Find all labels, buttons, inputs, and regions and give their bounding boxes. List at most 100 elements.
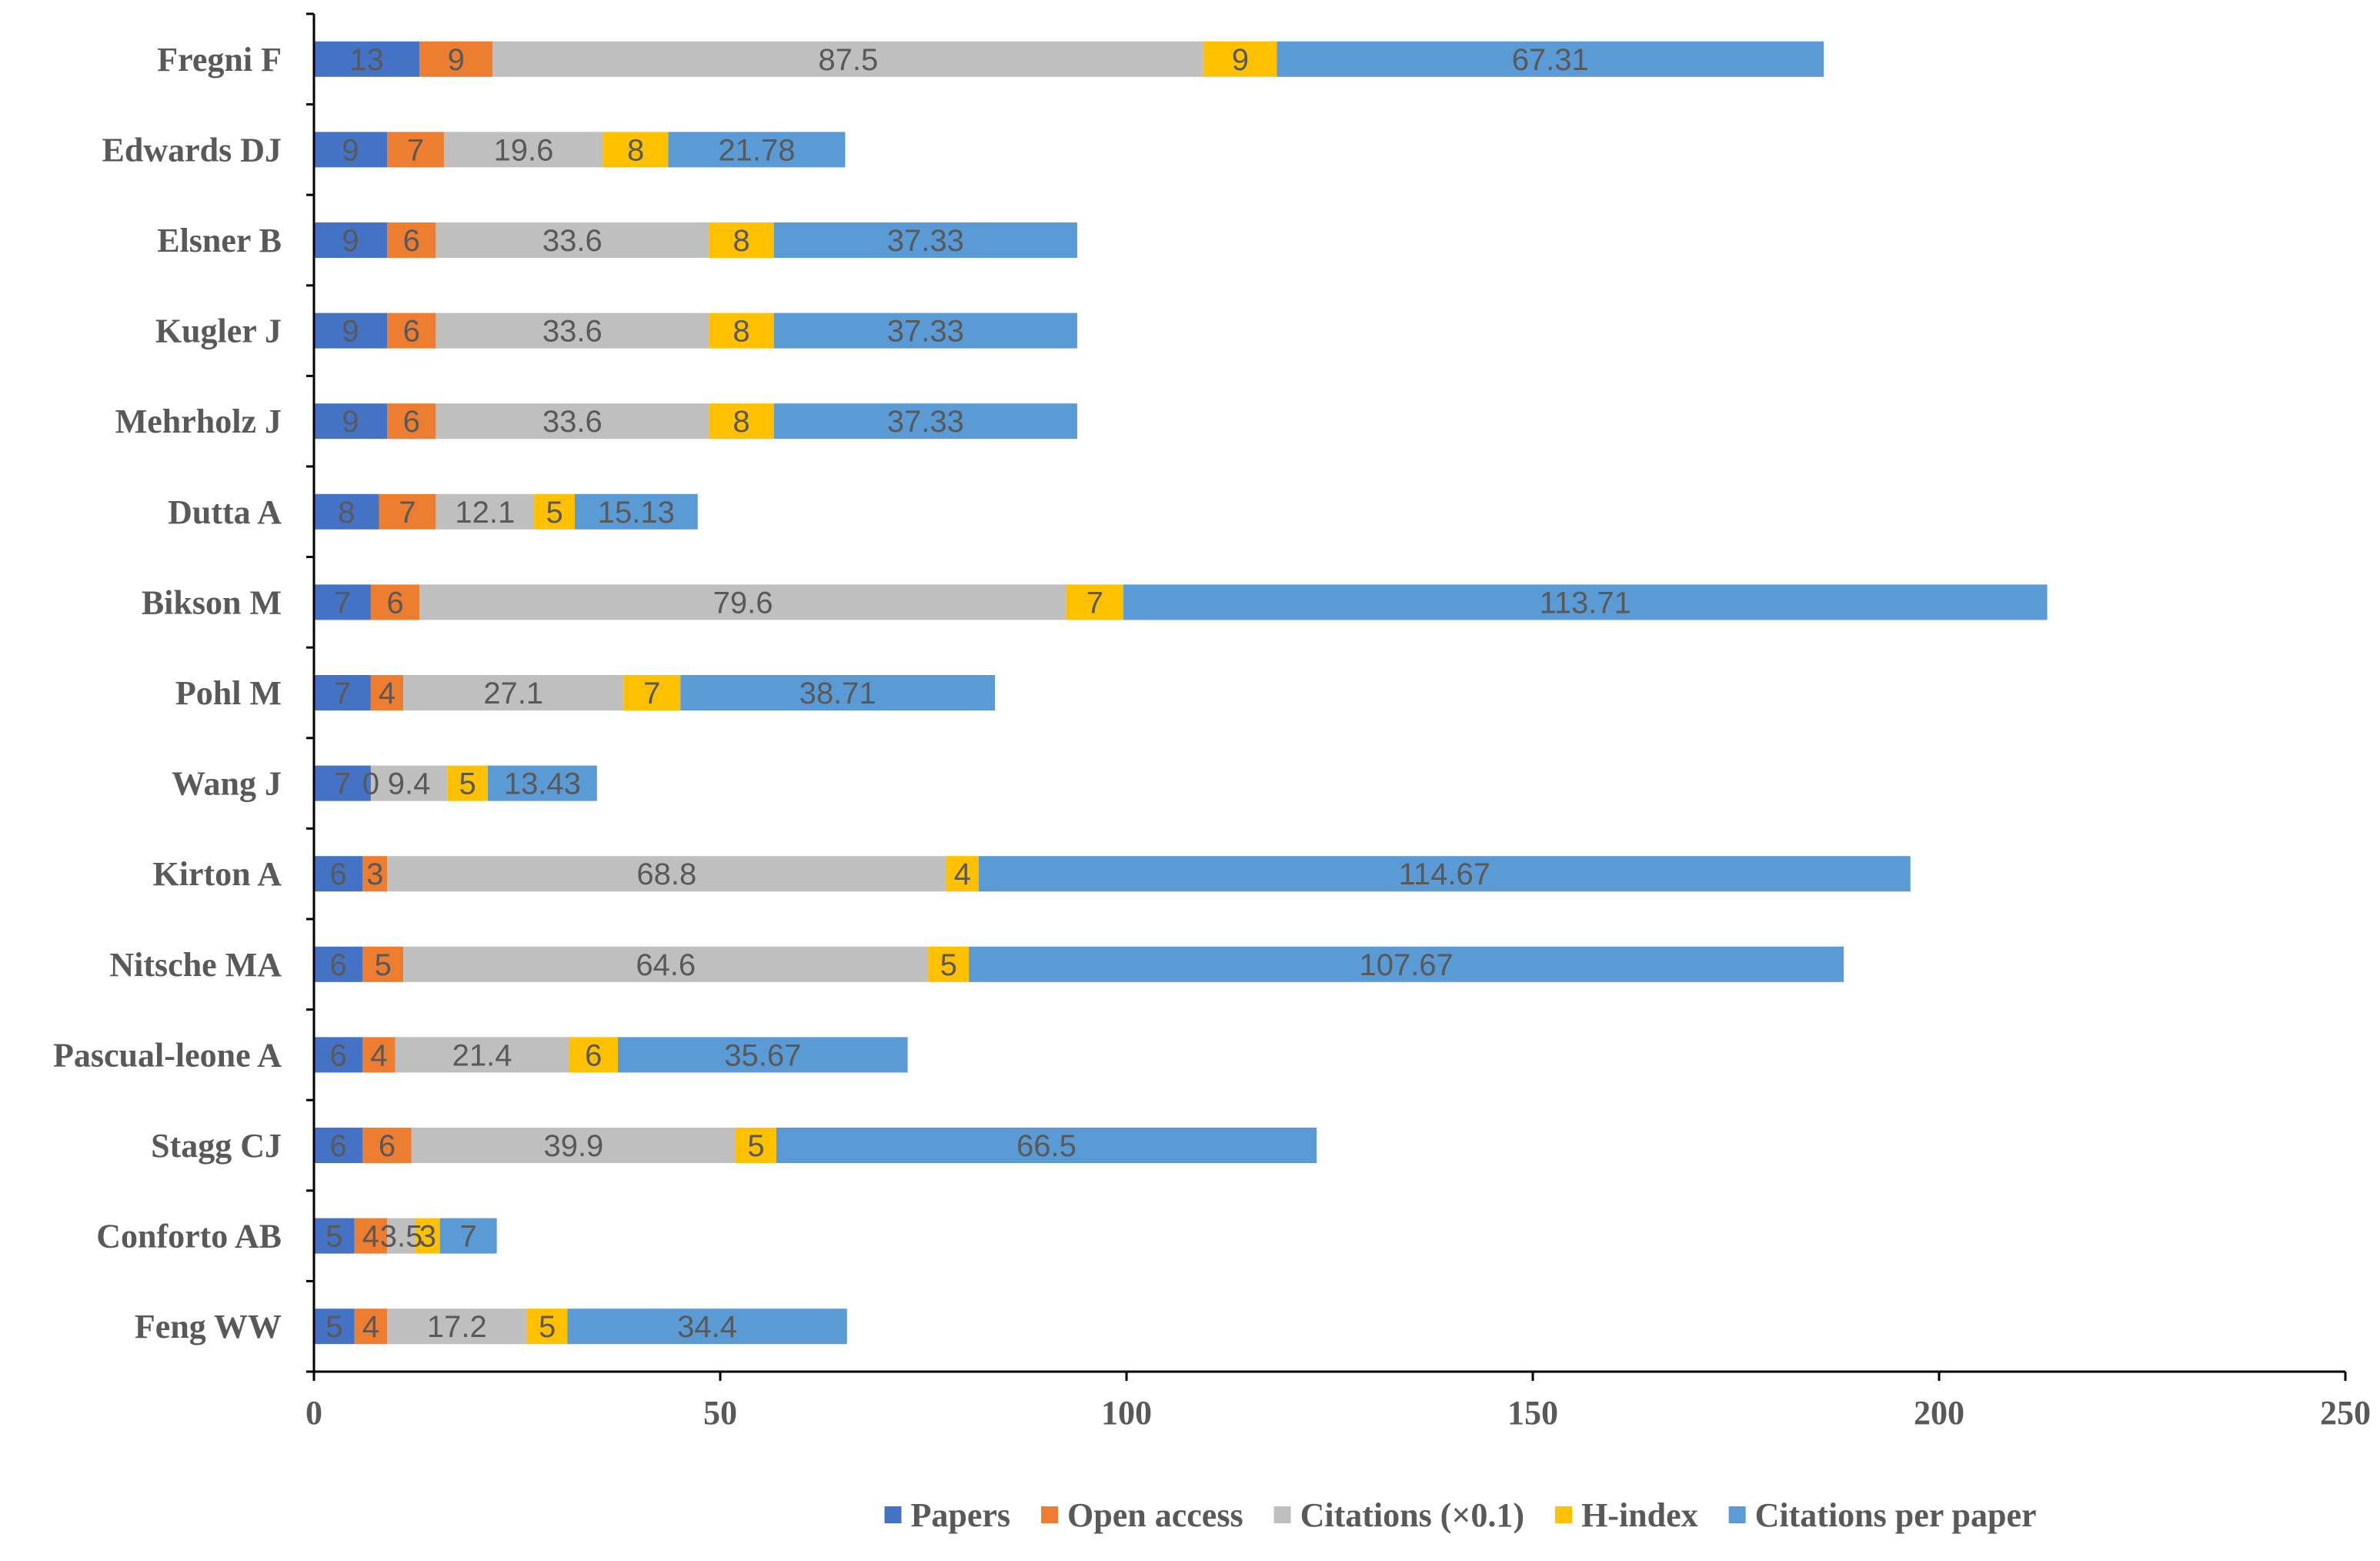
bar-elsner-b-papers	[314, 222, 388, 258]
bar-elsner-b-open-access	[387, 222, 436, 258]
category-label-elsner-b: Elsner B	[157, 222, 282, 259]
data-label-nitsche-ma-open-access: 5	[375, 948, 392, 982]
bar-feng-ww-h-index	[526, 1309, 568, 1345]
category-label-nitsche-ma: Nitsche MA	[109, 946, 282, 984]
data-label-dutta-a-open-access: 7	[399, 496, 416, 530]
x-tick-label-0: 0	[305, 1394, 322, 1432]
data-label-wang-j-open-access: 0	[362, 767, 379, 801]
legend-item-citations-per-paper: Citations per paper	[1728, 1496, 2037, 1534]
bar-bikson-m-h-index	[1066, 584, 1123, 620]
bar-nitsche-ma-papers	[314, 946, 363, 982]
category-label-stagg-cj: Stagg CJ	[151, 1127, 282, 1165]
bar-kugler-j-citations-per-paper	[773, 313, 1077, 349]
data-label-edwards-dj-open-access: 7	[407, 133, 424, 167]
data-label-feng-ww-open-access: 4	[362, 1310, 379, 1344]
category-label-kugler-j: Kugler J	[155, 313, 282, 350]
data-label-stagg-cj-citations-per-paper: 66.5	[1016, 1129, 1077, 1163]
data-label-kirton-a-open-access: 3	[366, 857, 383, 891]
bar-wang-j-citations-per-paper	[487, 765, 597, 801]
bar-conforto-ab-h-index	[416, 1218, 440, 1254]
legend-label-citations-0-1: Citations (×0.1)	[1300, 1496, 1525, 1534]
data-label-mehrholz-j-citations-per-paper: 37.33	[887, 405, 964, 439]
data-label-kirton-a-h-index: 4	[954, 857, 971, 891]
legend-item-papers: Papers	[884, 1496, 1010, 1534]
bar-pascual-leone-a-open-access	[362, 1037, 396, 1073]
bar-pascual-leone-a-citations-per-paper	[617, 1037, 908, 1073]
bar-dutta-a-papers	[314, 493, 379, 530]
bar-conforto-ab-papers	[314, 1218, 355, 1254]
data-label-nitsche-ma-citations-0-1: 64.6	[636, 948, 696, 982]
bar-bikson-m-papers	[314, 584, 371, 620]
data-label-pohl-m-papers: 7	[334, 677, 351, 710]
bar-wang-j-h-index	[447, 765, 488, 801]
bar-feng-ww-citations-0-1	[387, 1309, 527, 1345]
data-label-pohl-m-citations-per-paper: 38.71	[799, 677, 876, 710]
bar-edwards-dj-citations-0-1	[443, 132, 603, 168]
data-label-kugler-j-citations-per-paper: 37.33	[887, 315, 964, 349]
data-label-edwards-dj-citations-per-paper: 21.78	[718, 133, 795, 167]
bar-stagg-cj-open-access	[362, 1128, 412, 1163]
bar-elsner-b-h-index	[709, 222, 774, 258]
x-tick-label-100: 100	[1101, 1394, 1152, 1432]
bar-feng-ww-papers	[314, 1309, 355, 1345]
data-label-bikson-m-papers: 7	[334, 586, 351, 620]
data-label-nitsche-ma-citations-per-paper: 107.67	[1359, 948, 1453, 982]
data-label-kirton-a-papers: 6	[330, 857, 347, 891]
data-label-elsner-b-open-access: 6	[403, 224, 420, 258]
bar-feng-ww-citations-per-paper	[567, 1309, 847, 1345]
bar-conforto-ab-citations-per-paper	[439, 1218, 497, 1254]
data-label-nitsche-ma-papers: 6	[330, 948, 347, 982]
data-label-stagg-cj-papers: 6	[330, 1129, 347, 1163]
category-label-pascual-leone-a: Pascual-leone A	[53, 1036, 282, 1074]
bar-wang-j-papers	[314, 765, 371, 801]
bar-pascual-leone-a-papers	[314, 1037, 363, 1073]
bar-wang-j-citations-0-1	[370, 765, 448, 801]
data-label-kugler-j-papers: 9	[342, 315, 359, 349]
bar-kugler-j-citations-0-1	[436, 313, 709, 349]
data-label-conforto-ab-citations-per-paper: 7	[460, 1220, 477, 1254]
bar-kirton-a-citations-0-1	[387, 856, 946, 892]
bar-pohl-m-citations-per-paper	[680, 675, 996, 710]
bar-mehrholz-j-papers	[314, 403, 388, 440]
data-label-wang-j-papers: 7	[334, 767, 351, 801]
bar-pohl-m-citations-0-1	[403, 675, 624, 710]
bar-elsner-b-citations-0-1	[436, 222, 709, 258]
bar-stagg-cj-citations-0-1	[411, 1128, 736, 1163]
legend-item-citations-0-1: Citations (×0.1)	[1273, 1496, 1525, 1534]
bar-pascual-leone-a-citations-0-1	[395, 1037, 569, 1073]
data-label-bikson-m-citations-0-1: 79.6	[713, 586, 773, 620]
bar-dutta-a-citations-0-1	[436, 493, 535, 530]
bar-kugler-j-h-index	[709, 313, 774, 349]
bar-bikson-m-open-access	[370, 584, 420, 620]
bar-kugler-j-papers	[314, 313, 388, 349]
data-label-fregni-f-citations-0-1: 87.5	[818, 43, 878, 77]
data-label-stagg-cj-open-access: 6	[379, 1129, 396, 1163]
legend-label-citations-per-paper: Citations per paper	[1755, 1496, 2037, 1534]
bar-stagg-cj-citations-per-paper	[776, 1128, 1317, 1163]
bar-edwards-dj-citations-per-paper	[668, 132, 846, 168]
data-label-stagg-cj-h-index: 5	[747, 1129, 764, 1163]
x-tick-label-50: 50	[703, 1394, 737, 1432]
legend-swatch-open-access	[1041, 1506, 1059, 1523]
legend-item-h-index: H-index	[1555, 1496, 1698, 1534]
bar-dutta-a-h-index	[534, 493, 575, 530]
data-label-mehrholz-j-open-access: 6	[403, 405, 420, 439]
data-label-fregni-f-h-index: 9	[1232, 43, 1249, 77]
data-label-edwards-dj-citations-0-1: 19.6	[494, 133, 554, 167]
data-label-stagg-cj-citations-0-1: 39.9	[543, 1129, 603, 1163]
legend-swatch-citations-per-paper	[1728, 1506, 1746, 1523]
legend-item-open-access: Open access	[1041, 1496, 1243, 1534]
data-label-dutta-a-citations-0-1: 12.1	[455, 496, 515, 530]
category-label-fregni-f: Fregni F	[157, 41, 282, 79]
segment-labels-layer: 13 9 87.5 9 67.319 7 19.6 8 21.789 6 33.6 8 37.339 6 3…	[325, 43, 1631, 1344]
data-label-feng-ww-citations-per-paper: 34.4	[677, 1310, 737, 1344]
data-label-pascual-leone-a-open-access: 4	[370, 1038, 387, 1072]
tick-marks-layer	[306, 12, 2347, 1381]
data-label-conforto-ab-citations-0-1: 3.5	[380, 1220, 423, 1254]
bar-mehrholz-j-h-index	[709, 403, 774, 440]
legend-swatch-papers	[884, 1506, 902, 1523]
bar-stagg-cj-h-index	[736, 1128, 776, 1163]
bar-bikson-m-citations-0-1	[419, 584, 1066, 620]
data-label-mehrholz-j-papers: 9	[342, 405, 359, 439]
bar-mehrholz-j-citations-0-1	[436, 403, 709, 440]
